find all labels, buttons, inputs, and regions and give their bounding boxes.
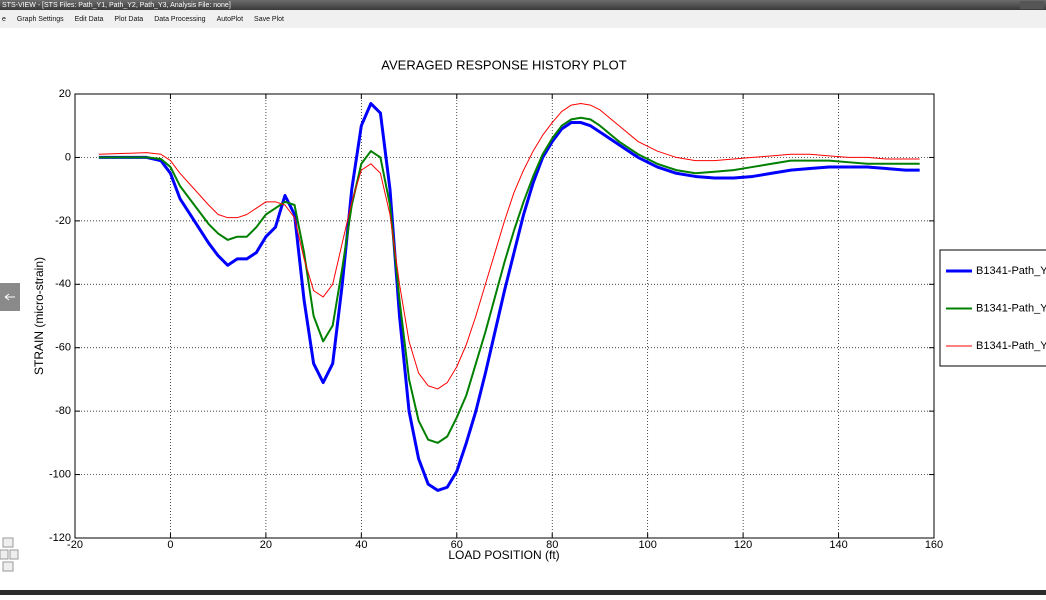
scroll-up[interactable] — [2, 537, 14, 548]
scroll-left[interactable] — [0, 549, 9, 560]
scroll-down[interactable] — [2, 561, 14, 572]
legend-label: B1341-Path_Y — [976, 265, 1046, 277]
x-tick-label: -20 — [67, 539, 83, 551]
menu-item[interactable]: Plot Data — [114, 16, 143, 23]
series-line — [98, 103, 920, 390]
menu-bar — [0, 10, 1046, 28]
menu-item[interactable]: Save Plot — [254, 16, 284, 23]
x-tick-label: 80 — [546, 539, 558, 551]
window-title: STS-VIEW - [STS Files: Path_Y1, Path_Y2,… — [2, 2, 231, 9]
menu-item[interactable]: AutoPlot — [217, 16, 244, 23]
y-tick-label: -80 — [55, 405, 71, 417]
plot-frame — [74, 93, 935, 539]
legend-label: B1341-Path_Y — [976, 302, 1046, 314]
taskbar — [0, 590, 1046, 595]
menu-item[interactable]: Data Processing — [154, 16, 205, 23]
chart-title: AVERAGED RESPONSE HISTORY PLOT — [381, 57, 626, 72]
y-tick-label: -120 — [49, 532, 71, 544]
x-tick-label: 40 — [355, 539, 367, 551]
menu-item[interactable]: Edit Data — [75, 16, 104, 23]
title-bar — [0, 0, 1046, 10]
x-tick-label: 20 — [260, 539, 272, 551]
menu-item[interactable]: Graph Settings — [17, 16, 64, 23]
x-tick-label: 100 — [638, 539, 656, 551]
series-line — [98, 102, 920, 492]
window-controls[interactable] — [1020, 1, 1044, 9]
x-tick-label: 0 — [167, 539, 173, 551]
back-arrow-icon — [4, 293, 15, 301]
scroll-right[interactable] — [9, 549, 19, 560]
menu-item[interactable]: e — [2, 16, 6, 23]
x-axis-label: LOAD POSITION (ft) — [448, 548, 559, 562]
legend-label: B1341-Path_Y — [976, 340, 1046, 352]
series-line — [98, 116, 920, 444]
y-tick-label: -60 — [55, 342, 71, 354]
y-tick-label: -40 — [55, 278, 71, 290]
x-tick-label: 140 — [829, 539, 847, 551]
y-axis-label: STRAIN (micro-strain) — [32, 257, 46, 375]
y-tick-label: -100 — [49, 468, 71, 480]
x-tick-label: 120 — [734, 539, 752, 551]
y-tick-label: 20 — [59, 88, 71, 100]
y-tick-label: 0 — [65, 151, 71, 163]
y-tick-label: -20 — [55, 215, 71, 227]
x-tick-label: 60 — [451, 539, 463, 551]
x-tick-label: 160 — [925, 539, 943, 551]
